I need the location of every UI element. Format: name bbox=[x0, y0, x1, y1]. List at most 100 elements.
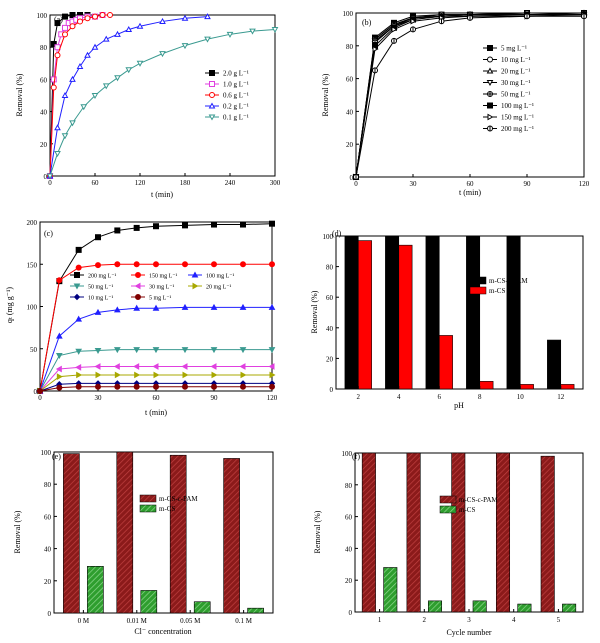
data-point bbox=[153, 223, 159, 230]
bar bbox=[466, 235, 481, 390]
data-point bbox=[76, 371, 83, 379]
data-point bbox=[114, 227, 121, 234]
x-axis-label: t (min) bbox=[145, 408, 167, 417]
data-point bbox=[54, 150, 61, 157]
legend-marker bbox=[73, 293, 81, 301]
y-tick-label: 80 bbox=[346, 43, 354, 51]
legend-label: 150 mg L⁻¹ bbox=[501, 114, 534, 122]
legend-marker bbox=[209, 92, 215, 98]
data-point bbox=[37, 388, 43, 394]
legend-marker bbox=[487, 56, 493, 63]
data-point bbox=[84, 51, 91, 58]
x-tick-label: 240 bbox=[225, 179, 236, 187]
y-axis-label: Removal (%) bbox=[15, 73, 24, 116]
x-tick-label: 0 bbox=[38, 394, 42, 402]
y-tick-label: 40 bbox=[346, 108, 354, 116]
legend-label: 10 mg L⁻¹ bbox=[501, 56, 531, 64]
x-tick-label: 5 bbox=[557, 616, 561, 624]
data-point bbox=[69, 12, 76, 18]
bar bbox=[451, 452, 466, 613]
plot-frame bbox=[335, 235, 584, 390]
x-tick-label: 0.1 M bbox=[235, 617, 253, 625]
data-point bbox=[182, 261, 188, 268]
data-point bbox=[133, 304, 141, 311]
series-line bbox=[49, 28, 276, 177]
panel-label: (b) bbox=[362, 18, 372, 27]
y-tick-label: 40 bbox=[40, 109, 48, 117]
bar bbox=[425, 235, 440, 390]
bar bbox=[506, 235, 521, 390]
legend-label: 50 mg L⁻¹ bbox=[88, 285, 113, 291]
data-point bbox=[153, 383, 159, 390]
data-point bbox=[410, 17, 417, 25]
legend-label: 150 mg L⁻¹ bbox=[149, 274, 177, 280]
bar bbox=[140, 590, 158, 614]
data-point bbox=[211, 371, 218, 379]
data-point bbox=[91, 43, 99, 50]
legend-label: m-CS-c-PAM bbox=[489, 277, 528, 285]
data-point bbox=[61, 133, 69, 140]
data-point bbox=[181, 347, 189, 354]
data-point bbox=[69, 120, 76, 127]
y-tick-label: 200 bbox=[27, 219, 38, 227]
data-point bbox=[181, 14, 189, 21]
bar bbox=[479, 381, 494, 390]
plot-frame bbox=[49, 14, 276, 177]
bar bbox=[547, 339, 562, 390]
y-tick-label: 0 bbox=[349, 609, 353, 617]
legend-marker bbox=[73, 283, 81, 290]
data-point bbox=[240, 221, 246, 228]
data-point bbox=[61, 91, 69, 98]
x-tick-label: 0.05 M bbox=[180, 617, 201, 625]
x-tick-label: 120 bbox=[267, 394, 278, 402]
legend-label: 50 mg L⁻¹ bbox=[501, 91, 531, 99]
data-point bbox=[269, 261, 275, 268]
data-point bbox=[226, 31, 234, 38]
data-point bbox=[125, 25, 133, 32]
data-point bbox=[159, 17, 166, 24]
data-point bbox=[55, 353, 63, 360]
legend-marker bbox=[486, 67, 494, 74]
data-point bbox=[75, 264, 82, 271]
data-point bbox=[239, 347, 247, 354]
data-point bbox=[153, 371, 160, 379]
bar bbox=[169, 454, 187, 614]
data-point bbox=[54, 52, 61, 59]
y-tick-label: 100 bbox=[37, 12, 48, 20]
panel-label: (a) bbox=[54, 15, 63, 24]
data-point bbox=[94, 308, 102, 315]
legend-marker bbox=[135, 294, 141, 300]
x-tick-label: 0 bbox=[48, 179, 52, 187]
series-line bbox=[355, 14, 584, 178]
series-line bbox=[39, 263, 272, 392]
data-point bbox=[102, 35, 110, 42]
data-point bbox=[75, 246, 82, 253]
y-tick-label: 100 bbox=[342, 450, 353, 458]
data-point bbox=[268, 303, 276, 310]
x-tick-label: 30 bbox=[95, 394, 103, 402]
data-point bbox=[92, 13, 98, 20]
x-axis-label: Cl⁻ concentration bbox=[134, 627, 191, 636]
legend-label: 100 mg L⁻¹ bbox=[206, 274, 234, 280]
x-tick-label: 60 bbox=[92, 179, 100, 187]
data-point bbox=[114, 261, 121, 268]
y-tick-label: 80 bbox=[326, 264, 334, 272]
data-point bbox=[181, 43, 189, 50]
data-point bbox=[113, 306, 121, 313]
series-line bbox=[355, 12, 585, 178]
y-axis-label: qₜ (mg g⁻¹) bbox=[5, 287, 14, 323]
data-point bbox=[181, 363, 188, 370]
x-tick-label: 4 bbox=[397, 393, 401, 401]
data-point bbox=[269, 383, 275, 390]
data-point bbox=[76, 62, 84, 70]
y-axis-label: Removal (%) bbox=[313, 510, 322, 553]
data-point bbox=[136, 60, 144, 67]
y-tick-label: 150 bbox=[27, 261, 38, 269]
data-point bbox=[204, 36, 211, 43]
data-point bbox=[84, 15, 91, 22]
x-tick-label: 180 bbox=[180, 179, 191, 187]
x-tick-label: 0 M bbox=[78, 617, 90, 625]
data-point bbox=[210, 303, 218, 310]
legend-swatch bbox=[139, 504, 157, 513]
y-tick-label: 60 bbox=[326, 294, 334, 302]
